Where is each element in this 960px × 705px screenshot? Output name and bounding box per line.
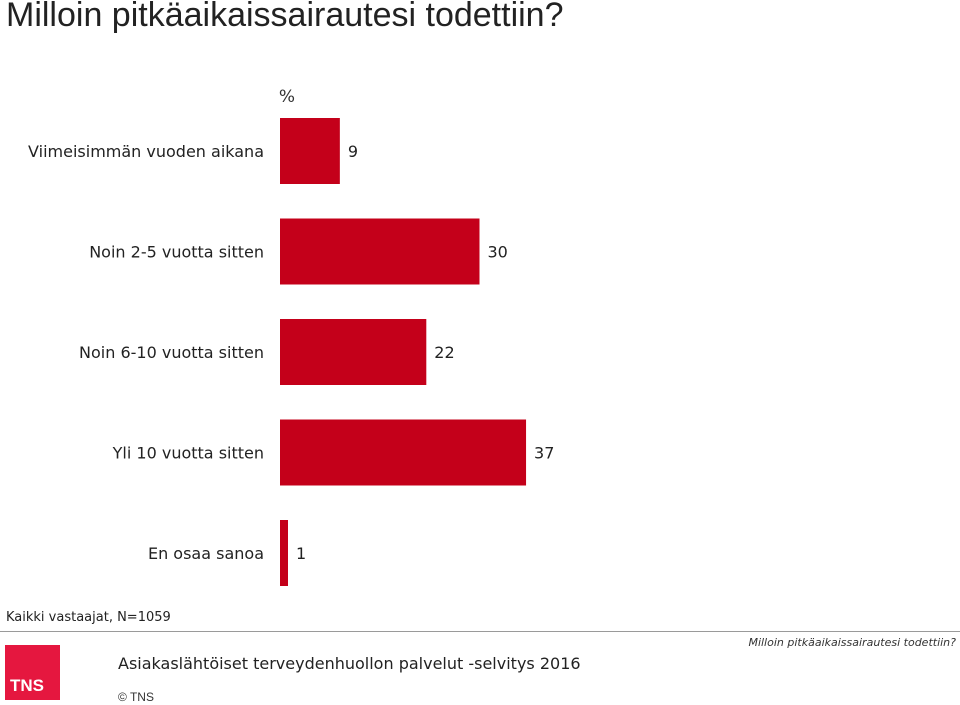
value-label: 30 [488,243,508,262]
category-label: Yli 10 vuotta sitten [112,444,264,463]
tns-logo: TNS [5,645,60,700]
bar [280,319,427,385]
unit-label: % [279,87,295,107]
value-label: 9 [348,142,358,161]
copyright-text: © TNS [118,690,154,704]
bar [280,520,288,586]
category-label: Noin 6-10 vuotta sitten [79,343,264,362]
footer-question: Milloin pitkäaikaissairautesi todettiin? [748,636,956,649]
category-label: Noin 2-5 vuotta sitten [89,243,264,262]
value-label: 22 [434,343,454,362]
value-label: 37 [534,444,554,463]
base-note: Kaikki vastaajat, N=1059 [6,610,171,625]
bar [280,419,527,486]
footer-divider [0,631,960,632]
value-label: 1 [296,544,306,563]
survey-name: Asiakaslähtöiset terveydenhuollon palvel… [118,654,581,673]
bar-chart: % Viimeisimmän vuoden aikana 9 Noin 2-5 vuo… [28,87,554,586]
logo-text: TNS [10,676,44,695]
page-title: Milloin pitkäaikaissairautesi todettiin? [6,0,564,34]
bar [280,118,340,184]
category-label: Viimeisimmän vuoden aikana [28,142,264,161]
bar [280,218,480,285]
category-label: En osaa sanoa [148,544,264,563]
